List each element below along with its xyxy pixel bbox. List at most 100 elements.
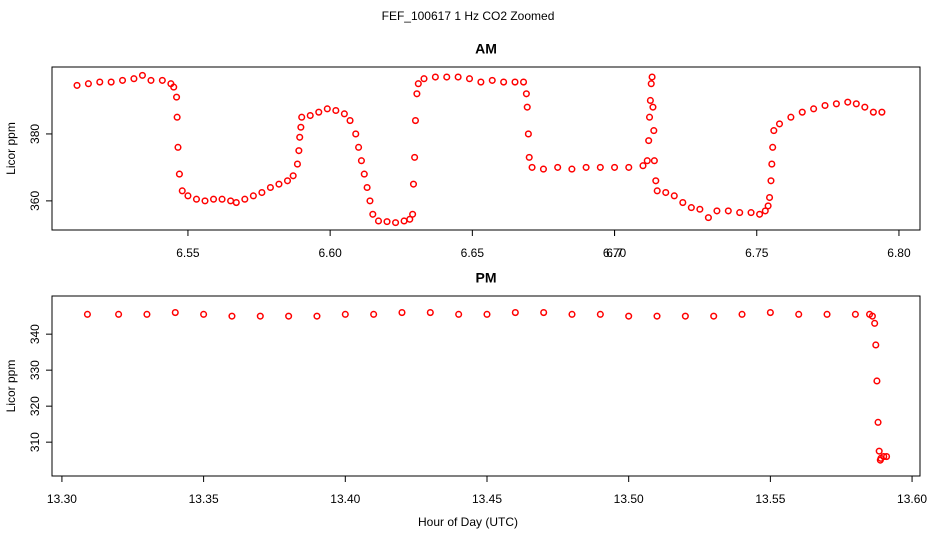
data-point — [289, 172, 297, 180]
data-point — [756, 210, 764, 218]
data-point — [192, 195, 201, 203]
x-axis-title: Hour of Day (UTC) — [418, 515, 518, 529]
data-point — [861, 103, 869, 111]
data-point — [341, 310, 349, 318]
data-point — [184, 192, 192, 200]
data-point — [528, 163, 536, 171]
data-point — [873, 377, 881, 385]
data-point — [713, 207, 721, 215]
data-point — [770, 127, 778, 135]
data-point — [409, 210, 417, 218]
data-point — [130, 75, 138, 83]
data-point — [285, 312, 293, 320]
x-tick-label: 6.60 — [318, 246, 342, 260]
data-point — [118, 76, 127, 84]
data-point — [795, 310, 803, 318]
y-tick-label: 380 — [28, 124, 42, 144]
data-point — [874, 418, 882, 426]
data-point — [648, 73, 656, 81]
data-point — [173, 113, 181, 121]
data-point — [646, 96, 654, 105]
data-point — [647, 80, 655, 88]
x-tick-label: 13.35 — [189, 492, 219, 506]
data-point — [352, 130, 360, 138]
data-point — [366, 197, 374, 205]
data-point — [298, 113, 306, 121]
x-tick-label: 13.30 — [47, 492, 77, 506]
data-point — [500, 78, 508, 86]
data-point — [483, 310, 491, 318]
data-point — [568, 165, 576, 173]
data-point — [315, 108, 323, 116]
x-tick-label: 6.65 — [461, 246, 485, 260]
data-point — [649, 103, 657, 111]
data-point — [524, 130, 532, 138]
data-point — [218, 195, 226, 203]
panel-title: AM — [475, 41, 497, 57]
x-tick-label: 13.50 — [614, 492, 644, 506]
data-point — [650, 127, 658, 135]
data-point — [241, 195, 249, 203]
data-point — [174, 143, 182, 151]
data-point — [488, 76, 496, 84]
data-point — [383, 218, 391, 226]
data-point — [710, 312, 718, 320]
data-point — [696, 205, 704, 213]
data-point — [764, 202, 772, 210]
data-point — [766, 193, 774, 202]
data-point — [84, 80, 92, 88]
data-point — [143, 310, 151, 318]
data-point — [107, 78, 115, 86]
x-tick-label: 6.55 — [176, 246, 200, 260]
data-point — [431, 73, 439, 81]
y-tick-label: 340 — [28, 324, 42, 344]
data-point — [201, 197, 209, 205]
data-point — [323, 105, 331, 113]
x-tick-label: 6.75 — [745, 246, 769, 260]
data-point — [96, 78, 104, 86]
data-point — [411, 117, 420, 125]
data-point — [798, 108, 806, 116]
data-point — [662, 188, 670, 197]
data-point — [747, 209, 755, 217]
y-tick-label: 310 — [28, 432, 42, 452]
data-point — [767, 177, 775, 185]
data-point — [360, 170, 368, 178]
data-point — [766, 309, 774, 317]
data-point — [679, 199, 687, 207]
data-point — [256, 312, 264, 320]
data-point — [872, 341, 880, 349]
data-point — [369, 210, 377, 218]
data-point — [232, 199, 240, 207]
data-point — [832, 100, 840, 108]
data-point — [173, 93, 181, 101]
data-point — [539, 165, 547, 173]
data-point — [653, 312, 661, 320]
data-point — [540, 309, 548, 317]
data-point — [313, 312, 321, 320]
data-point — [625, 312, 633, 320]
data-point — [228, 312, 236, 320]
plot-frame — [51, 66, 921, 231]
data-point — [409, 180, 418, 188]
data-point — [306, 111, 314, 120]
data-point — [455, 310, 463, 318]
data-point — [414, 80, 422, 88]
data-point — [643, 157, 651, 165]
data-point — [810, 105, 818, 113]
y-axis-title: Licor ppm — [4, 122, 18, 175]
data-point — [869, 108, 877, 116]
data-point — [465, 75, 474, 83]
data-point — [332, 106, 340, 115]
y-axis-title: Licor ppm — [4, 360, 18, 413]
data-point — [787, 113, 795, 121]
data-point — [200, 310, 208, 318]
data-point — [652, 177, 660, 185]
data-point — [275, 180, 283, 188]
data-point — [443, 73, 451, 81]
x-tick-label: 6.70 — [603, 246, 627, 260]
data-point — [411, 153, 419, 161]
data-point — [523, 103, 531, 111]
data-point — [761, 207, 769, 215]
data-point — [681, 312, 689, 320]
